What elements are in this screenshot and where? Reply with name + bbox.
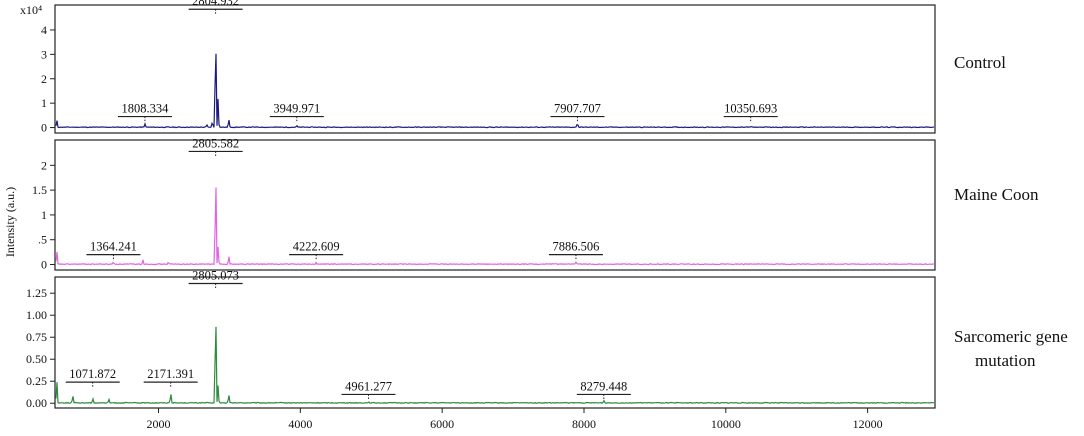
y-tick-label: 0.00	[26, 396, 47, 410]
panel-frame	[54, 4, 936, 134]
x-tick-label: 6000	[430, 417, 454, 431]
y-tick-label: 4	[41, 23, 47, 37]
spectrum-line	[55, 187, 934, 266]
x-tick-label: 4000	[288, 417, 312, 431]
x-tick-label: 12000	[853, 417, 883, 431]
peak-label: 1071.872	[69, 367, 116, 381]
peak-label: 2804.932	[192, 0, 239, 8]
peak-label: 2805.582	[192, 136, 239, 150]
sample-name-line: Sarcomeric gene	[954, 327, 1068, 346]
peak-label: 1364.241	[90, 240, 137, 254]
spectrum-line	[55, 326, 935, 404]
sample-name: Control	[954, 53, 1006, 72]
y-tick-label: 0	[41, 121, 47, 135]
peak-label: 8279.448	[580, 379, 627, 393]
x-tick-label: 2000	[147, 417, 171, 431]
panel-frame	[54, 139, 936, 271]
peak-label: 4961.277	[345, 379, 392, 393]
y-tick-label: 3	[41, 47, 47, 61]
peak-label: 1808.334	[122, 102, 170, 116]
peak-label: 3949.971	[273, 102, 320, 116]
y-tick-label: 2	[41, 72, 47, 86]
peak-label: 2171.391	[147, 367, 194, 381]
y-axis-label: Intensity (a.u.)	[3, 187, 17, 257]
y-tick-label: .5	[38, 233, 47, 247]
x-tick-label: 8000	[572, 417, 596, 431]
y-tick-label: 1.5	[32, 183, 47, 197]
y-tick-label: 0	[41, 258, 47, 272]
peak-label: 4222.609	[293, 240, 340, 254]
sample-name: Maine Coon	[954, 185, 1039, 204]
y-tick-label: 1.25	[26, 286, 47, 300]
peak-label: 7886.506	[553, 240, 600, 254]
y-tick-label: 1.00	[26, 308, 47, 322]
y-tick-label: 1	[41, 208, 47, 222]
spectrum-line	[55, 53, 935, 129]
sample-name: Sarcomeric gene mutation	[954, 327, 1068, 370]
y-tick-label: 0.25	[26, 374, 47, 388]
y-tick-label: 1	[41, 96, 47, 110]
sample-name-line: mutation	[975, 351, 1036, 370]
peak-label: 10350.693	[724, 102, 777, 116]
panel-frame	[54, 276, 936, 409]
y-tick-label: 0.50	[26, 352, 47, 366]
spectrum-panel: 0 .5 1 1.5 2 1364.241 2805.582 4222.609 7886.506…	[32, 136, 1039, 271]
peak-label: 7907.707	[554, 102, 601, 116]
y-exponent-label: x10⁴	[20, 3, 42, 17]
y-tick-label: 2	[41, 158, 47, 172]
spectrum-panel: 0.00 0.25 0.50 0.75 1.00 1.25 1071.872 2171.391…	[26, 269, 1068, 411]
panels-group: 0 1 2 3 4 x10⁴ 1808.334 2804.932 3949.971 7907.70…	[20, 0, 1068, 431]
peak-label: 2805.073	[192, 269, 239, 283]
spectrum-panel: 0 1 2 3 4 x10⁴ 1808.334 2804.932 3949.971 7907.70…	[20, 0, 1006, 135]
x-tick-label: 10000	[711, 417, 741, 431]
y-tick-label: 0.75	[26, 330, 47, 344]
